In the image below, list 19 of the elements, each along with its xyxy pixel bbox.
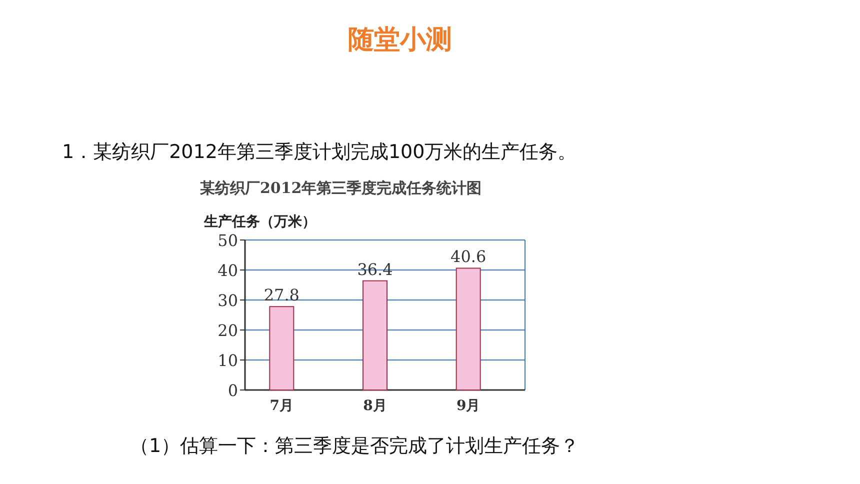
data-label: 40.6 <box>450 247 486 266</box>
data-label: 27.8 <box>264 286 300 305</box>
text: 随堂小测 <box>348 25 452 55</box>
text: 1．某纺织厂2012年第三季度计划完成100万米的生产任务。 <box>62 141 577 163</box>
y-tick-label: 40 <box>218 261 238 280</box>
y-tick-label: 50 <box>218 231 238 250</box>
x-tick-label: 9月 <box>456 398 480 414</box>
y-tick-label: 0 <box>228 381 238 400</box>
text: （1）估算一下：第三季度是否完成了计划生产任务？ <box>130 435 580 457</box>
y-tick-label: 10 <box>218 351 238 370</box>
y-axis-title: 生产任务（万米） <box>203 213 316 230</box>
y-tick-label: 20 <box>218 321 238 340</box>
y-tick-label: 30 <box>218 291 238 310</box>
chart-title: 某纺织厂2012年第三季度完成任务统计图 <box>199 179 482 197</box>
bar <box>269 306 294 390</box>
bar <box>456 268 481 390</box>
bar <box>362 280 388 390</box>
x-tick-label: 8月 <box>363 398 387 414</box>
x-tick-label: 7月 <box>270 398 294 414</box>
